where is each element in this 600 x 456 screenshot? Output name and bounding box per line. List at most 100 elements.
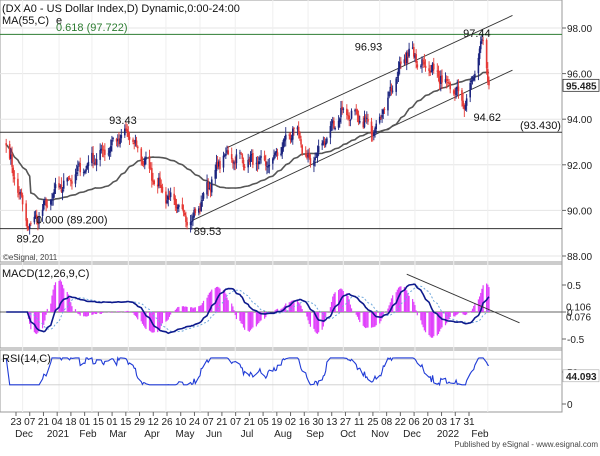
macd-histogram-bar <box>142 312 143 324</box>
candle-body <box>25 203 27 220</box>
moving-average-line <box>6 72 489 200</box>
x-day-label: 23 <box>10 417 22 428</box>
candle-body <box>400 61 402 63</box>
macd-histogram-bar <box>387 309 388 312</box>
candle-body <box>62 190 64 193</box>
candle-body <box>380 118 382 119</box>
candle-body <box>166 200 168 203</box>
macd-histogram-bar <box>297 300 298 312</box>
candle-body <box>318 146 320 152</box>
macd-histogram-bar <box>349 299 350 312</box>
x-day-label: 06 <box>409 417 421 428</box>
candle-body <box>331 125 333 126</box>
x-month-label: Jul <box>241 429 254 440</box>
candle-body <box>474 74 476 78</box>
macd-histogram-bar <box>176 309 177 312</box>
macd-histogram-bar <box>51 296 52 312</box>
macd-histogram-bar <box>309 312 310 324</box>
macd-histogram-bar <box>228 300 229 312</box>
candle-body <box>364 118 366 127</box>
candle-body <box>343 109 345 110</box>
candle-body <box>280 154 282 156</box>
macd-histogram-bar <box>184 307 185 312</box>
macd-histogram-bar <box>351 308 352 312</box>
macd-histogram-bar <box>118 311 119 312</box>
macd-title: MACD(12,26,9,C) <box>2 268 89 280</box>
candle-body <box>384 109 386 110</box>
macd-histogram-bar <box>424 312 425 330</box>
candle-body <box>234 164 236 165</box>
macd-histogram-bar <box>455 312 456 315</box>
macd-histogram-bar <box>431 312 432 338</box>
macd-histogram-bar <box>244 312 245 330</box>
macd-histogram-bar <box>256 312 257 326</box>
macd-histogram-bar <box>338 290 339 312</box>
candle-body <box>243 160 245 167</box>
macd-histogram-bar <box>35 312 36 333</box>
x-month-label: Dec <box>403 429 421 440</box>
candle-body <box>77 166 79 171</box>
x-day-label: 03 <box>436 417 448 428</box>
x-month-label: Apr <box>144 429 160 440</box>
candle-body <box>371 122 373 135</box>
macd-histogram-bar <box>298 302 299 312</box>
rsi-value-label: 44.093 <box>566 372 597 383</box>
macd-histogram-bar <box>454 312 455 317</box>
candle-body <box>461 90 463 100</box>
candle-body <box>397 77 399 78</box>
candle-body <box>387 98 389 111</box>
candle-body <box>408 49 410 57</box>
candle-body <box>69 178 71 179</box>
candle-body <box>195 209 197 213</box>
macd-tick-label: 0.5 <box>567 281 581 292</box>
macd-histogram-bar <box>453 312 454 316</box>
macd-histogram-bar <box>137 312 138 319</box>
candle-body <box>104 150 106 155</box>
macd-histogram-bar <box>257 312 258 324</box>
macd-histogram-bar <box>425 312 426 332</box>
macd-histogram-bar <box>450 312 451 317</box>
macd-histogram-bar <box>36 312 37 334</box>
candle-body <box>264 156 266 161</box>
candle-body <box>159 178 161 186</box>
candle-body <box>55 184 57 188</box>
macd-histogram-bar <box>363 312 364 326</box>
candle-body <box>438 70 440 77</box>
candle-body <box>112 138 114 139</box>
macd-histogram-bar <box>85 312 86 317</box>
macd-histogram-bar <box>135 312 136 316</box>
candle-body <box>185 216 187 222</box>
x-day-label: 18 <box>65 417 77 428</box>
candle-body <box>153 181 155 185</box>
candle-body <box>269 165 271 167</box>
candle-body <box>200 202 202 211</box>
macd-histogram-bar <box>177 307 178 312</box>
candle-body <box>145 157 147 160</box>
macd-histogram-bar <box>472 309 473 312</box>
macd-histogram-bar <box>483 285 484 312</box>
x-day-label: 20 <box>422 417 434 428</box>
macd-histogram-bar <box>430 312 431 337</box>
macd-histogram-bar <box>461 312 462 313</box>
macd-histogram-bar <box>423 312 424 327</box>
candle-body <box>300 139 302 144</box>
candle-body <box>260 156 262 157</box>
macd-histogram-bar <box>55 282 56 312</box>
candle-body <box>350 120 352 121</box>
macd-histogram-bar <box>77 312 78 314</box>
macd-histogram-bar <box>43 312 44 325</box>
candle-body <box>449 83 451 89</box>
candle-body <box>424 62 426 65</box>
candle-body <box>392 91 394 92</box>
candle-body <box>76 172 78 174</box>
candle-body <box>236 154 238 163</box>
macd-histogram-bar <box>67 292 68 312</box>
macd-histogram-bar <box>364 312 365 327</box>
macd-histogram-bar <box>248 312 249 331</box>
macd-histogram-bar <box>186 307 187 312</box>
macd-histogram-bar <box>252 312 253 327</box>
candle-body <box>441 75 443 82</box>
price-tick-label: 92.00 <box>567 161 592 172</box>
macd-histogram-bar <box>208 295 209 312</box>
